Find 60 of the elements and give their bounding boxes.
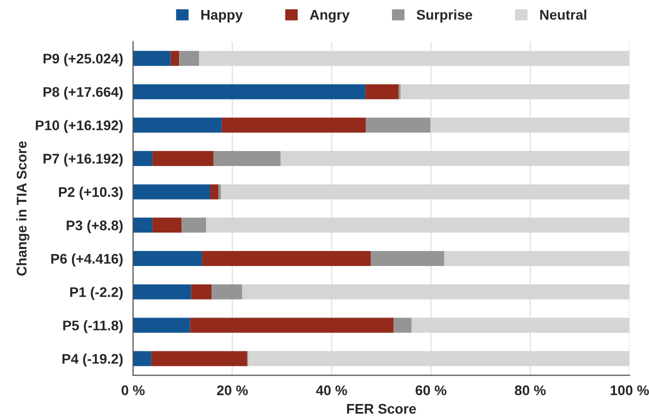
bar	[190, 318, 394, 333]
bar	[179, 50, 200, 66]
y-tick-label: P3 (+8.8)	[66, 220, 123, 234]
bar	[152, 150, 214, 166]
bar	[199, 50, 630, 66]
y-tick-label: P9 (+25.024)	[44, 53, 123, 66]
x-tick-label: 100 %	[610, 385, 649, 396]
bar	[211, 284, 242, 300]
bar	[170, 50, 180, 66]
y-tick-label: P7 (+16.192)	[44, 153, 123, 166]
y-tick-label: P1 (-2.2)	[70, 286, 123, 300]
bar	[133, 251, 202, 266]
y-tick-label: P6 (+4.416)	[51, 254, 123, 266]
bar	[444, 251, 630, 266]
x-tick-label: 20 %	[216, 385, 248, 396]
bar	[133, 84, 366, 100]
bar	[152, 218, 182, 233]
bar	[242, 284, 630, 300]
bar	[394, 318, 412, 333]
bar	[370, 251, 444, 266]
bar	[133, 150, 152, 166]
y-tick-label: P2 (+10.3)	[59, 186, 123, 200]
bar	[222, 118, 366, 133]
x-tick-label: 40 %	[316, 385, 348, 396]
bar	[366, 118, 430, 133]
x-axis-title: FER Score	[347, 404, 416, 414]
y-tick-label: P8 (+17.664)	[44, 86, 123, 100]
bar	[133, 218, 152, 233]
legend-label: Neutral	[540, 10, 586, 20]
bar	[133, 351, 152, 366]
bar	[400, 84, 630, 100]
bar	[280, 150, 630, 166]
bar	[133, 284, 192, 300]
x-tick-label: 0 %	[122, 385, 145, 396]
bar	[365, 84, 399, 100]
y-tick-label: P5 (-11.8)	[63, 320, 123, 334]
bar	[213, 150, 280, 166]
y-tick-label: P4 (-19.2)	[62, 354, 123, 367]
bar	[133, 118, 222, 133]
bar	[202, 251, 371, 266]
legend-label: Angry	[310, 10, 350, 23]
bar	[218, 184, 221, 200]
bar	[412, 318, 630, 333]
bar	[133, 184, 210, 200]
bar	[430, 118, 630, 133]
bar	[133, 318, 190, 333]
y-axis-title: Change in TIA Score	[16, 141, 30, 276]
x-tick-label: 80 %	[514, 385, 546, 396]
bar	[182, 218, 206, 233]
y-tick-label: P10 (+16.192)	[36, 120, 123, 134]
bar	[191, 284, 212, 300]
bar	[248, 351, 630, 366]
legend-label: Happy	[201, 10, 243, 22]
bar	[220, 184, 630, 200]
bar	[206, 218, 630, 233]
bar	[210, 184, 218, 200]
x-tick-label: 60 %	[416, 385, 446, 396]
bar	[151, 351, 248, 366]
legend-label: Surprise	[416, 10, 472, 22]
bar	[133, 50, 171, 66]
